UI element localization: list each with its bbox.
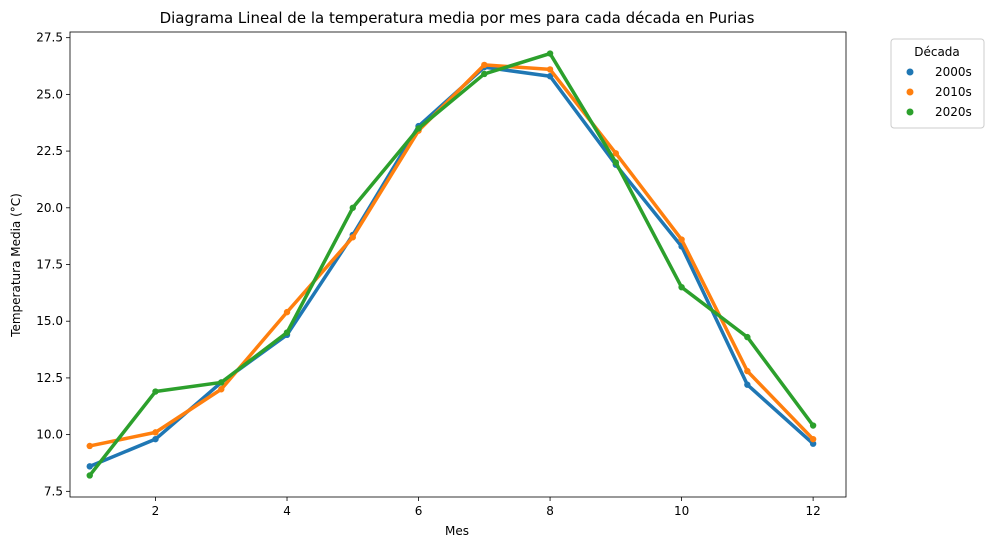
data-point-2020s — [481, 70, 488, 78]
y-tick-label: 27.5 — [36, 31, 63, 45]
y-tick-label: 12.5 — [36, 371, 63, 385]
data-point-2020s — [86, 472, 93, 479]
data-point-2010s — [152, 429, 159, 436]
data-point-2010s — [678, 236, 685, 243]
legend-marker-2000s — [906, 68, 914, 76]
plot-frame — [69, 31, 847, 498]
y-tick-label: 22.5 — [36, 144, 63, 158]
x-tick-label: 2 — [152, 504, 160, 518]
x-axis-label: Mes — [445, 524, 469, 538]
y-tick-label: 10.0 — [36, 428, 63, 442]
y-tick-label: 7.5 — [44, 484, 63, 498]
data-point-2000s — [744, 381, 751, 388]
legend-frame — [890, 38, 985, 129]
data-point-2020s — [612, 159, 620, 166]
data-point-2020s — [415, 125, 422, 132]
data-point-2020s — [218, 379, 225, 386]
data-point-2020s — [283, 329, 291, 336]
legend-title: Década — [914, 45, 960, 59]
series-line-2000s — [87, 65, 815, 469]
data-point-2010s — [283, 308, 291, 316]
legend-label-2020s: 2020s — [935, 105, 972, 119]
y-tick-label: 25.0 — [36, 87, 63, 101]
data-point-2000s — [546, 73, 554, 80]
y-tick-label: 20.0 — [36, 201, 63, 215]
data-point-2010s — [218, 386, 225, 393]
legend-label-2010s: 2010s — [935, 85, 972, 99]
data-point-2020s — [546, 50, 554, 57]
data-point-2000s — [86, 463, 93, 470]
data-point-2010s — [349, 234, 356, 241]
data-point-2020s — [152, 388, 159, 395]
data-point-2010s — [546, 66, 554, 73]
legend: Década 2000s 2010s 2020s — [890, 38, 985, 129]
data-point-2020s — [349, 204, 356, 211]
data-point-2020s — [809, 422, 817, 429]
data-point-2010s — [481, 61, 488, 69]
data-point-2000s — [809, 440, 817, 447]
legend-marker-2010s — [906, 88, 914, 96]
data-point-2020s — [678, 283, 685, 291]
series-line-2010s — [87, 63, 815, 448]
x-tick-label: 6 — [415, 504, 423, 518]
data-point-2010s — [744, 367, 751, 375]
plot-area: 2 4 6 8 10 12 7.5 10.0 12.5 15.0 17.5 20.0 22.5 25.0 2… — [36, 31, 847, 518]
x-tick-label: 12 — [805, 504, 820, 518]
x-tick-label: 10 — [674, 504, 689, 518]
y-tick-label: 17.5 — [36, 258, 63, 272]
data-point-2010s — [612, 150, 620, 157]
legend-label-2000s: 2000s — [935, 65, 972, 79]
data-point-2020s — [744, 333, 751, 341]
legend-marker-2020s — [906, 108, 914, 116]
data-point-2010s — [809, 435, 817, 443]
data-point-2010s — [86, 442, 93, 450]
y-axis-label: Temperatura Media (°C) — [9, 193, 23, 338]
x-tick-label: 4 — [283, 504, 291, 518]
series-line-2020s — [87, 51, 815, 478]
y-tick-label: 15.0 — [36, 314, 63, 328]
x-tick-label: 8 — [546, 504, 554, 518]
chart-title: Diagrama Lineal de la temperatura media … — [160, 9, 755, 27]
data-point-2000s — [152, 435, 159, 443]
